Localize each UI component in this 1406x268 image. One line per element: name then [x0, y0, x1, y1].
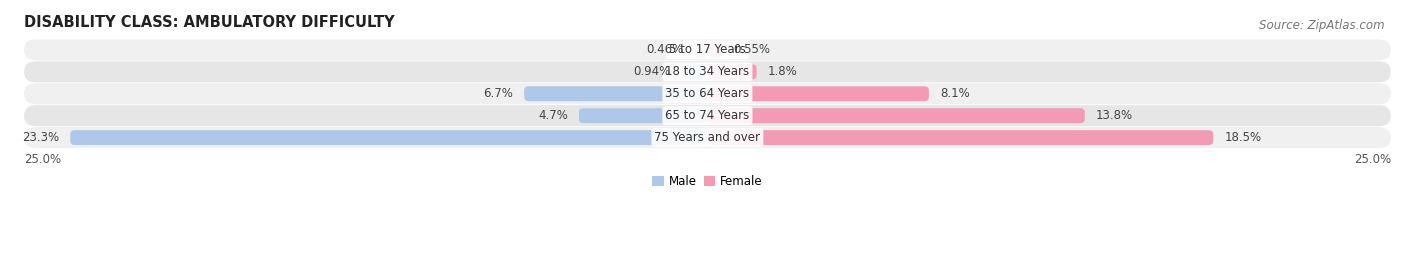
Text: 4.7%: 4.7%	[538, 109, 568, 122]
Text: 5 to 17 Years: 5 to 17 Years	[669, 43, 745, 56]
Text: 6.7%: 6.7%	[484, 87, 513, 100]
FancyBboxPatch shape	[707, 108, 1085, 123]
FancyBboxPatch shape	[24, 83, 1391, 104]
Text: 65 to 74 Years: 65 to 74 Years	[665, 109, 749, 122]
Text: 0.55%: 0.55%	[734, 43, 770, 56]
FancyBboxPatch shape	[24, 105, 1391, 126]
Text: 23.3%: 23.3%	[22, 131, 59, 144]
FancyBboxPatch shape	[707, 64, 756, 79]
Text: 18 to 34 Years: 18 to 34 Years	[665, 65, 749, 78]
FancyBboxPatch shape	[707, 86, 929, 101]
Text: 13.8%: 13.8%	[1095, 109, 1133, 122]
Text: DISABILITY CLASS: AMBULATORY DIFFICULTY: DISABILITY CLASS: AMBULATORY DIFFICULTY	[24, 15, 395, 30]
FancyBboxPatch shape	[524, 86, 707, 101]
Text: 35 to 64 Years: 35 to 64 Years	[665, 87, 749, 100]
Text: 75 Years and over: 75 Years and over	[654, 131, 761, 144]
FancyBboxPatch shape	[24, 61, 1391, 82]
FancyBboxPatch shape	[695, 42, 707, 57]
Text: 0.46%: 0.46%	[647, 43, 683, 56]
FancyBboxPatch shape	[70, 130, 707, 145]
FancyBboxPatch shape	[682, 64, 707, 79]
Text: 25.0%: 25.0%	[1354, 153, 1391, 166]
FancyBboxPatch shape	[24, 127, 1391, 148]
FancyBboxPatch shape	[707, 130, 1213, 145]
FancyBboxPatch shape	[24, 39, 1391, 60]
FancyBboxPatch shape	[579, 108, 707, 123]
Text: 8.1%: 8.1%	[939, 87, 970, 100]
Legend: Male, Female: Male, Female	[647, 170, 768, 193]
Text: 25.0%: 25.0%	[24, 153, 60, 166]
Text: Source: ZipAtlas.com: Source: ZipAtlas.com	[1260, 19, 1385, 32]
Text: 18.5%: 18.5%	[1225, 131, 1261, 144]
FancyBboxPatch shape	[707, 42, 723, 57]
Text: 1.8%: 1.8%	[768, 65, 797, 78]
Text: 0.94%: 0.94%	[634, 65, 671, 78]
